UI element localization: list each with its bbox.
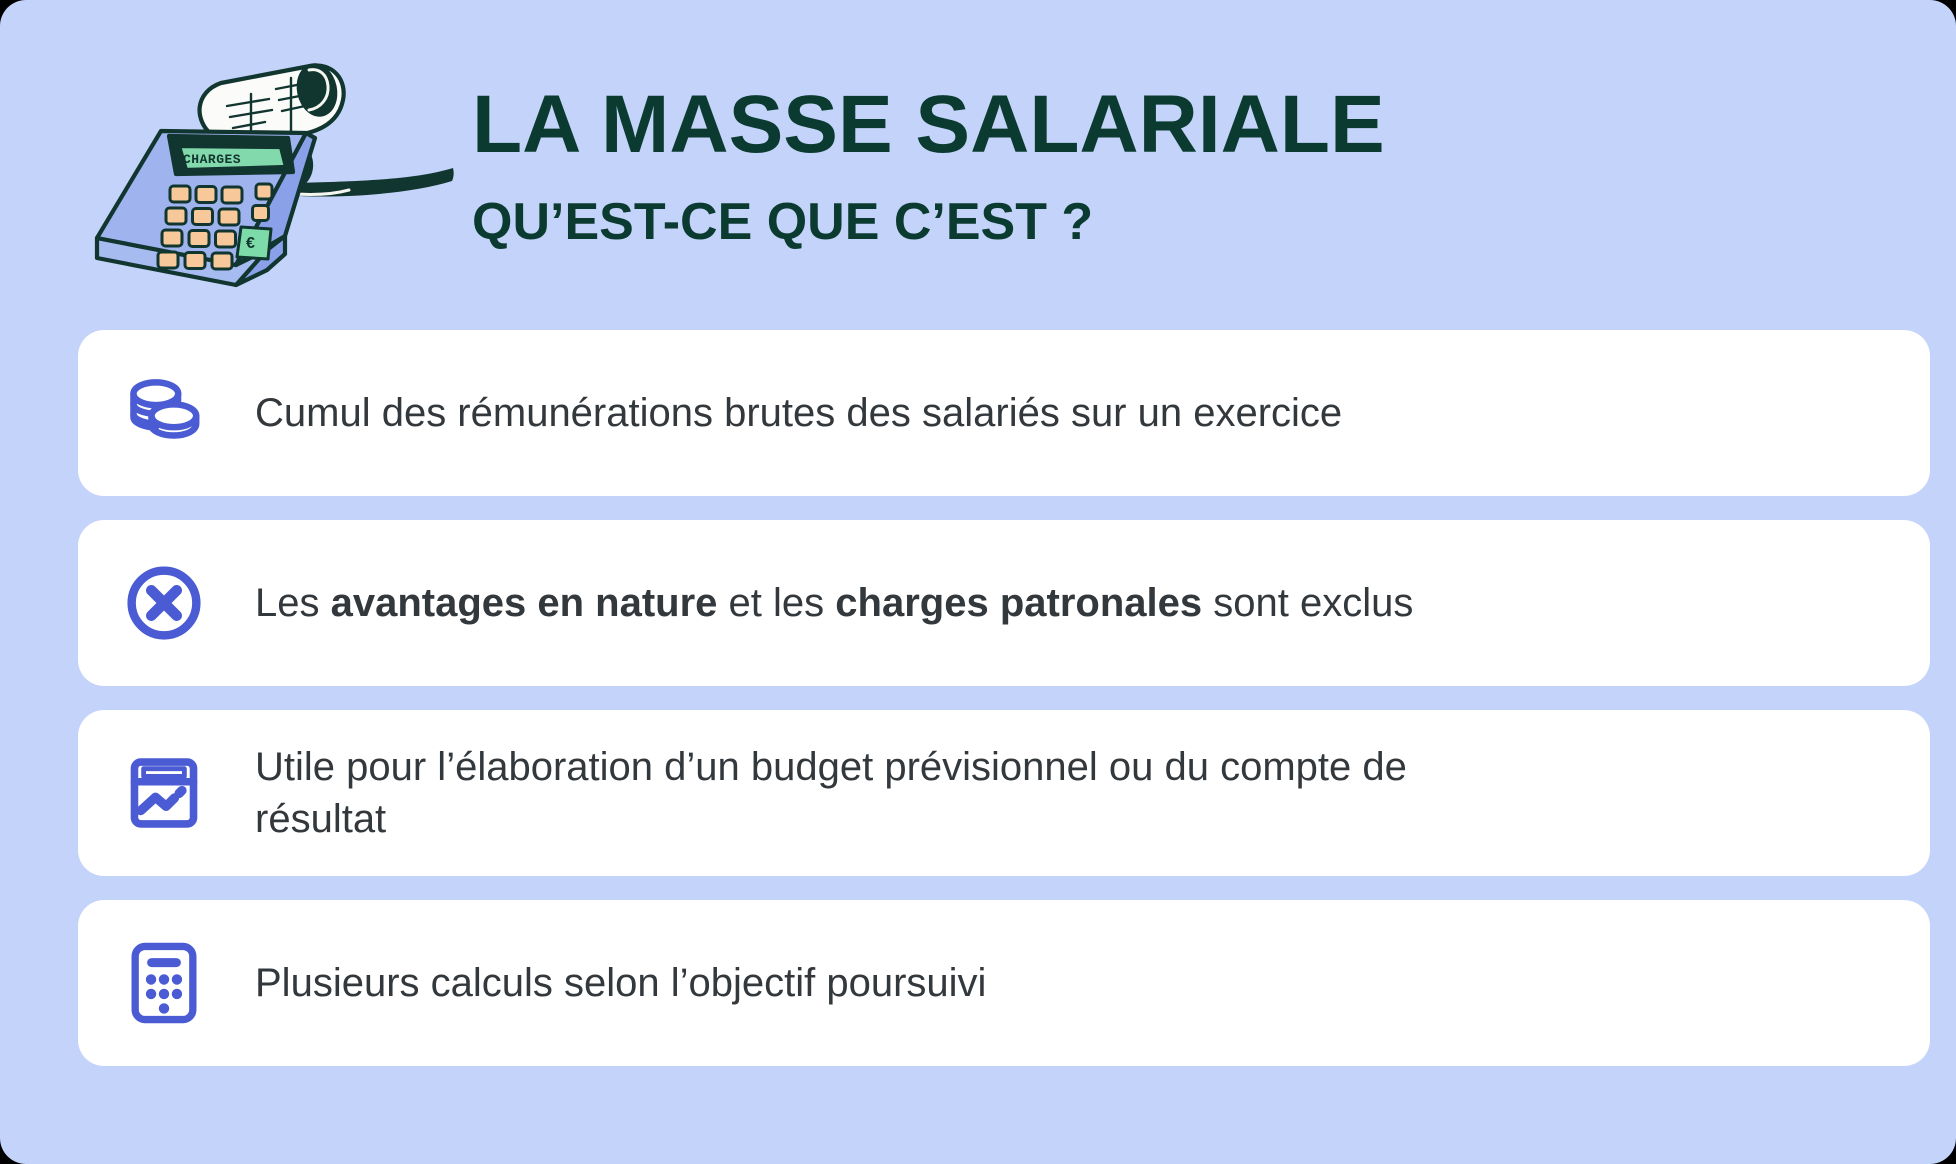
svg-text:€: €: [246, 235, 255, 252]
svg-text:CHARGES: CHARGES: [183, 152, 241, 167]
